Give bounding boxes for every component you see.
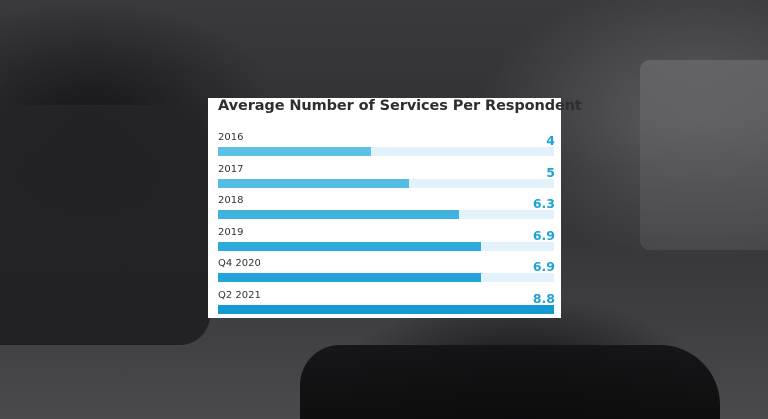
bar-track <box>218 210 554 219</box>
bar-track <box>218 178 554 188</box>
bar <box>218 304 554 314</box>
background-wall <box>640 60 768 250</box>
chart-card: Average Number of Services Per Responden… <box>208 98 582 318</box>
background-sofa <box>0 105 210 345</box>
category-label: 2018 <box>218 195 244 206</box>
category-label: 2017 <box>218 163 244 175</box>
category-label: Q2 2021 <box>218 289 261 301</box>
value-label: 6.3 <box>532 196 555 211</box>
value-label: 5 <box>546 164 555 180</box>
category-label: Q4 2020 <box>218 258 261 269</box>
bar-track <box>218 147 554 156</box>
bar <box>218 178 409 188</box>
category-label: 2016 <box>218 132 244 143</box>
value-label: 6.9 <box>532 259 555 274</box>
value-label: 6.9 <box>532 227 555 243</box>
bar-track <box>218 273 554 282</box>
chart-title: Average Number of Services Per Responden… <box>218 98 582 114</box>
bar <box>218 241 482 251</box>
bar <box>218 273 482 282</box>
value-label: 4 <box>546 133 555 148</box>
bar <box>218 210 459 219</box>
background-remote-control <box>300 345 720 419</box>
category-label: 2019 <box>218 226 244 238</box>
bar-track <box>218 304 554 314</box>
bar <box>218 147 371 156</box>
bar-track <box>218 241 554 251</box>
value-label: 8.8 <box>532 290 555 306</box>
